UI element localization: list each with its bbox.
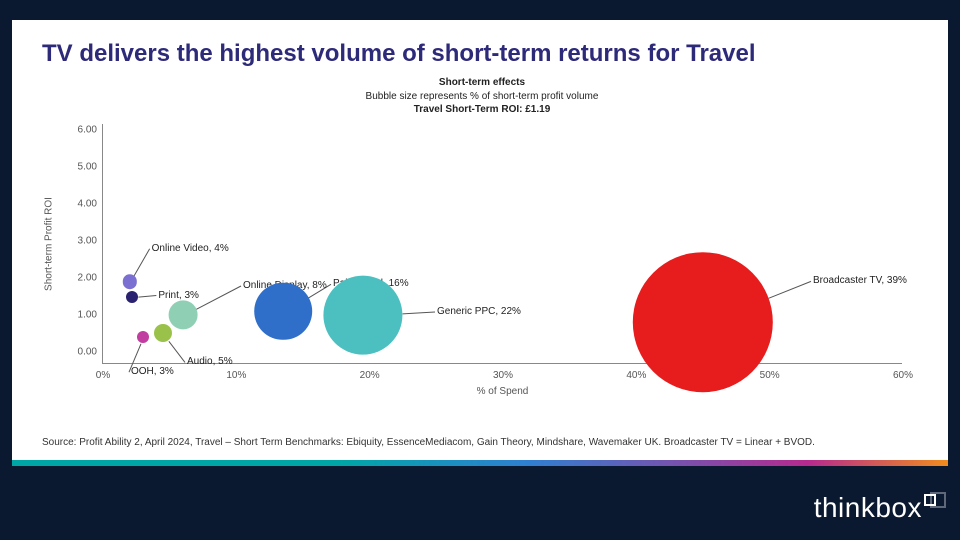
slide-card: TV delivers the highest volume of short-… (12, 20, 948, 460)
logo-text: thinkbox (814, 492, 922, 524)
y-tick: 2.00 (63, 273, 97, 284)
y-tick: 3.00 (63, 236, 97, 247)
gradient-divider (12, 460, 948, 466)
x-axis-label: % of Spend (477, 386, 529, 397)
x-tick: 30% (493, 370, 513, 381)
slide-title: TV delivers the highest volume of short-… (42, 40, 918, 68)
bubble-chart: Short-term effects Bubble size represent… (42, 76, 922, 406)
leader-line (403, 312, 435, 314)
bubble-label: Audio, 5% (187, 356, 233, 367)
bubble-audio (154, 324, 172, 342)
leader-line (769, 281, 811, 298)
x-tick: 40% (626, 370, 646, 381)
chart-header: Short-term effects Bubble size represent… (42, 76, 922, 117)
slide-container: TV delivers the highest volume of short-… (0, 0, 960, 540)
bubble-broadcaster-tv (633, 252, 773, 392)
y-tick: 6.00 (63, 125, 97, 136)
leader-line (138, 296, 156, 298)
x-tick: 10% (226, 370, 246, 381)
chart-header-line1: Short-term effects (42, 76, 922, 90)
y-tick: 5.00 (63, 162, 97, 173)
leader-line (196, 286, 241, 310)
y-axis-label: Short-term Profit ROI (44, 197, 55, 291)
chart-header-line3: Travel Short-Term ROI: £1.19 (42, 103, 922, 117)
bubble-label: OOH, 3% (131, 366, 174, 377)
bubble-print (126, 291, 138, 303)
x-tick: 50% (760, 370, 780, 381)
thinkbox-logo: thinkbox (814, 492, 936, 524)
chart-header-line2: Bubble size represents % of short-term p… (42, 90, 922, 104)
logo-box-icon (924, 494, 936, 506)
x-tick: 0% (96, 370, 110, 381)
leader-line (169, 341, 185, 362)
x-tick: 60% (893, 370, 913, 381)
bubble-ooh (137, 331, 149, 343)
source-citation: Source: Profit Ability 2, April 2024, Tr… (42, 437, 918, 448)
bubble-label: Print, 3% (158, 290, 199, 301)
leader-line (134, 249, 150, 277)
y-tick: 4.00 (63, 199, 97, 210)
y-tick: 0.00 (63, 347, 97, 358)
y-tick: 1.00 (63, 310, 97, 321)
chart-plot-area: Short-term Profit ROI % of Spend 0.001.0… (102, 124, 902, 364)
bubble-online-display (169, 301, 198, 330)
bubble-label: Broadcaster TV, 39% (813, 275, 907, 286)
bubble-paid-social (254, 283, 312, 341)
bubble-label: Generic PPC, 22% (437, 306, 521, 317)
bubble-generic-ppc (323, 275, 402, 354)
x-tick: 20% (360, 370, 380, 381)
bubble-label: Online Video, 4% (152, 243, 229, 254)
